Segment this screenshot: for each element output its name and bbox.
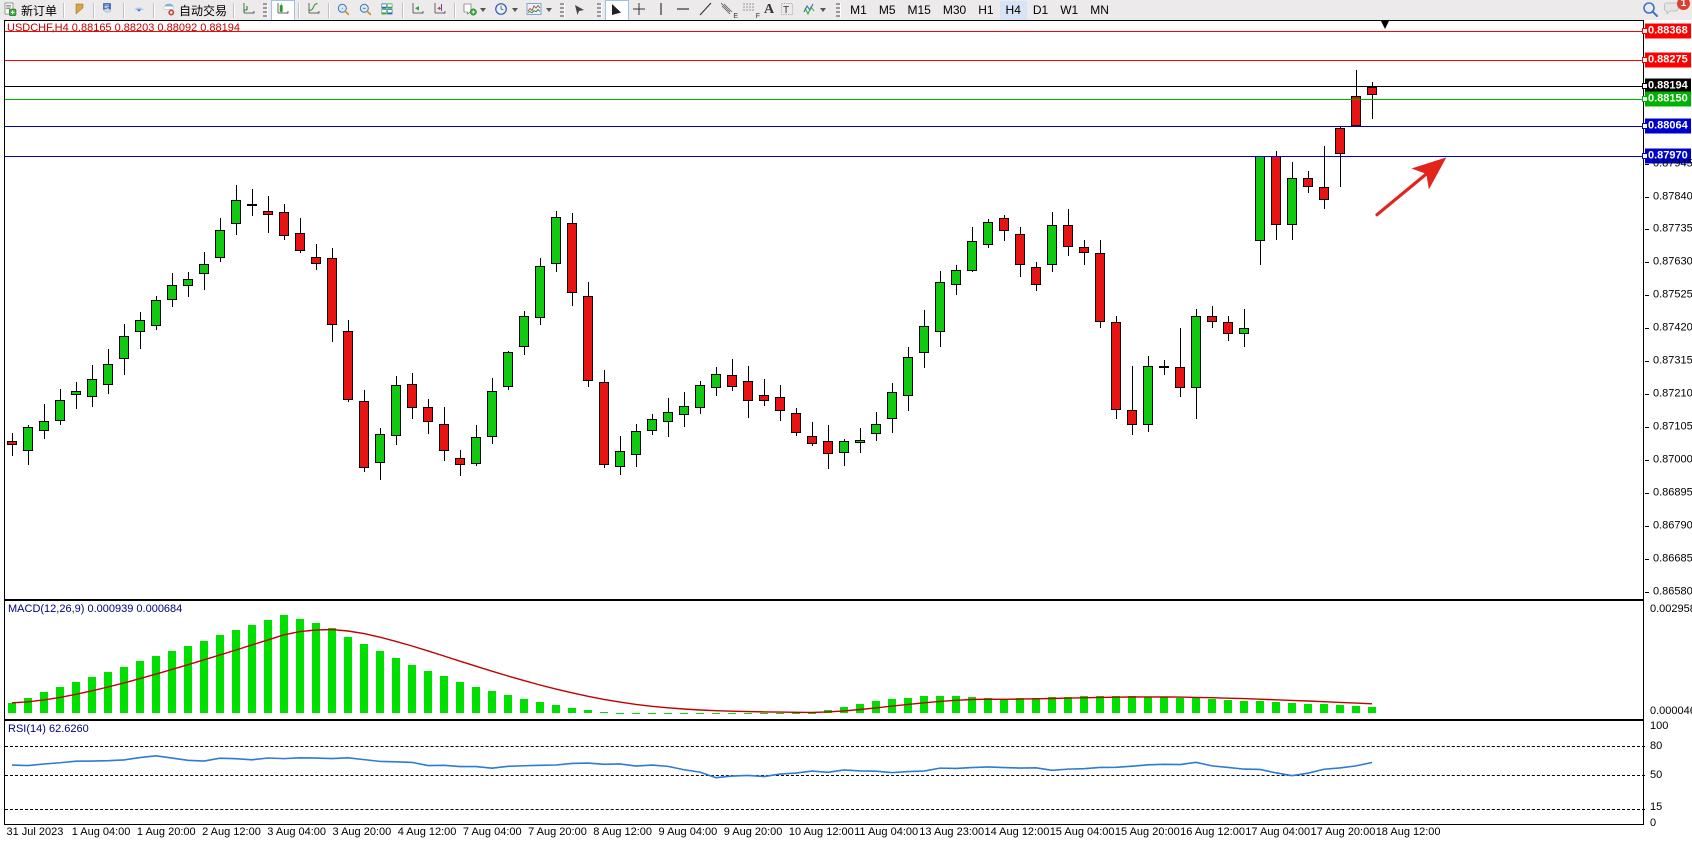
svg-text:T: T <box>783 5 789 16</box>
